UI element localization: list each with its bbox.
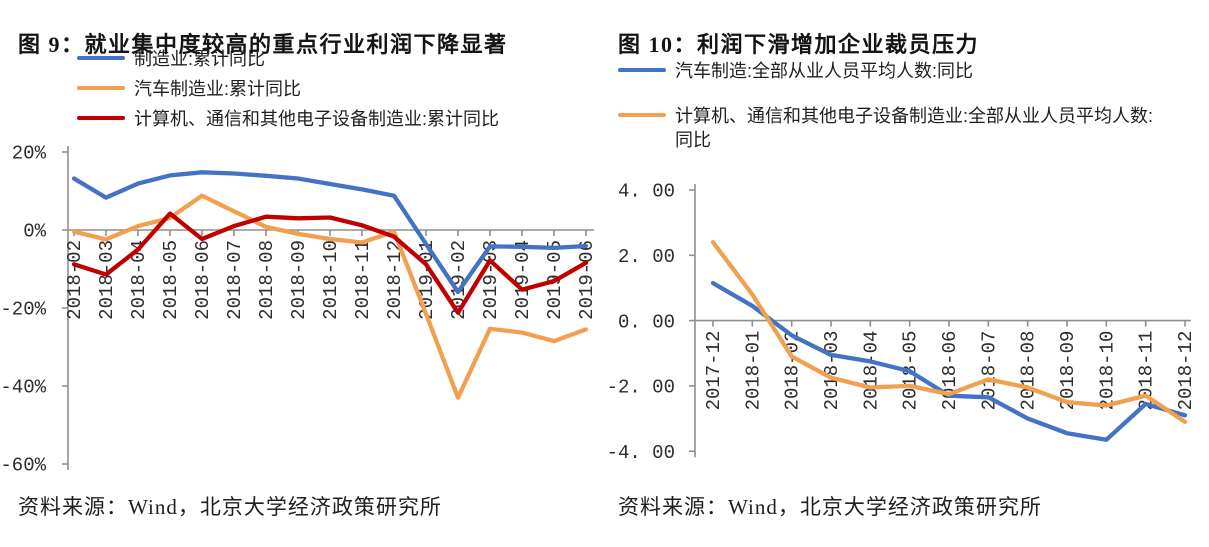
legend-item: 汽车制造:全部从业人员平均人数:同比 [618,59,1159,83]
legend-label: 汽车制造:全部从业人员平均人数:同比 [675,61,974,81]
y-tick-label: 20% [12,143,47,165]
x-tick-label: 2018-11 [352,240,374,320]
x-tick-label: 2018-10 [320,240,342,320]
figure-10-source: 资料来源：Wind，北京大学经济政策研究所 [618,495,1042,519]
y-tick-label: -40% [0,377,46,399]
figure-9-legend: 制造业:累计同比 汽车制造业:累计同比 计算机、通信和其他电子设备制造业:累计同… [77,47,499,137]
legend-item: 汽车制造业:累计同比 [77,77,499,101]
x-tick-label: 2018-12 [1175,331,1197,411]
x-tick-label: 2018-08 [256,240,278,320]
x-tick-label: 2019-03 [480,240,502,320]
legend-label: 制造业:累计同比 [134,49,266,69]
legend-line-swatch [77,56,125,60]
legend-label: 汽车制造业:累计同比 [134,79,302,99]
x-tick-label: 2018-07 [978,331,1000,411]
figure-9-source: 资料来源：Wind，北京大学经济政策研究所 [18,495,442,519]
legend-label: 计算机、通信和其他电子设备制造业:全部从业人员平均人数:同比 [675,106,1153,150]
x-tick-label: 2018-12 [384,240,406,320]
x-tick-label: 2018-04 [128,240,150,320]
x-tick-label: 2018-03 [96,240,118,320]
x-tick-label: 2018-08 [1018,331,1040,411]
x-tick-label: 2018-10 [1096,331,1118,411]
y-tick-label: 4. 00 [618,181,675,203]
legend-line-swatch [77,116,125,120]
x-tick-label: 2018-06 [939,331,961,411]
figure-9-chart: 20% 0% -20% -40% -60% 2018-02 2018-03 2018-04 20… [0,143,598,477]
y-tick-label: 0% [23,221,46,243]
x-tick-label: 2018-04 [860,331,882,411]
x-tick-label: 2018-09 [1057,331,1079,411]
figure-10-title: 图 10：利润下滑增加企业裁员压力 [618,32,980,58]
series-line-0 [71,170,589,295]
legend-item: 计算机、通信和其他电子设备制造业:累计同比 [77,107,499,131]
figure-10-chart: 4. 00 2. 00 0. 00 -2. 00 -4. 00 2017-12 2018-0… [607,181,1197,464]
x-tick-label: 2018-11 [1136,331,1158,411]
legend-item: 计算机、通信和其他电子设备制造业:全部从业人员平均人数:同比 [618,104,1159,152]
y-tick-label: -60% [0,455,46,477]
x-tick-label: 2018-09 [288,240,310,320]
series-line-2 [71,211,589,315]
y-tick-label: -20% [0,299,46,321]
x-tick-label: 2019-04 [512,240,534,320]
legend-line-swatch [77,86,125,90]
legend-item: 制造业:累计同比 [77,47,499,71]
legend-label: 计算机、通信和其他电子设备制造业:累计同比 [134,109,499,129]
x-tick-label: 2019-06 [576,240,598,320]
x-tick-label: 2018-05 [160,240,182,320]
legend-line-swatch [618,68,666,72]
x-tick-label: 2018-01 [742,331,764,411]
x-tick-label: 2018-02 [64,240,86,320]
x-tick-label: 2018-03 [821,331,843,411]
series-line-1 [710,240,1188,424]
figure-9-title: 图 9：就业集中度较高的重点行业利润下降显著 [18,32,508,58]
y-tick-label: 0. 00 [618,311,675,333]
x-tick-label: 2018-07 [224,240,246,320]
series-line-1 [71,193,589,400]
x-tick-label: 2017-12 [703,331,725,411]
y-tick-label: 2. 00 [618,246,675,268]
y-tick-label: -2. 00 [607,377,675,399]
y-tick-label: -4. 00 [607,442,675,464]
figure-10-legend: 汽车制造:全部从业人员平均人数:同比 计算机、通信和其他电子设备制造业:全部从业… [618,59,1159,173]
legend-line-swatch [618,113,666,117]
x-tick-label: 2018-06 [192,240,214,320]
